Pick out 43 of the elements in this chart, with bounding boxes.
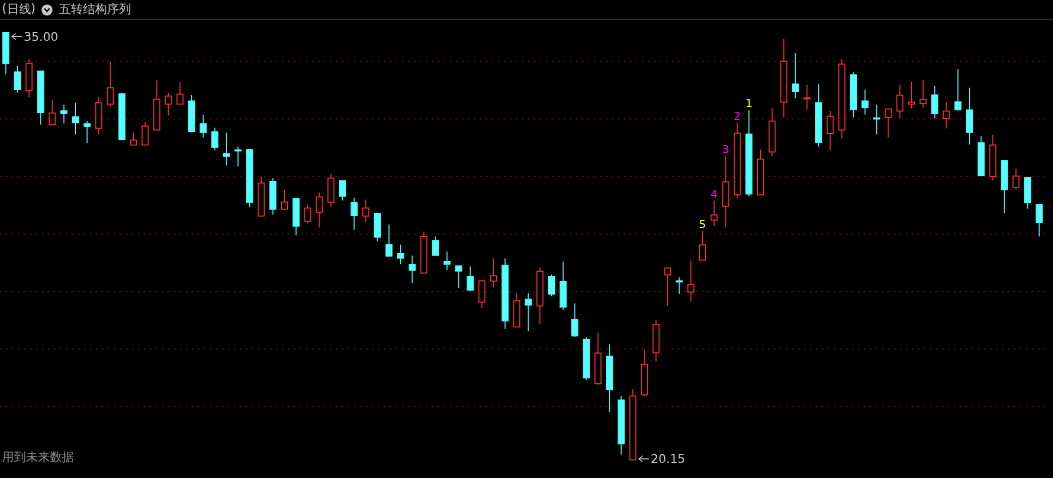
candlestick bbox=[640, 349, 648, 396]
annotation: 2 bbox=[733, 109, 741, 123]
candlestick bbox=[919, 79, 927, 109]
candlestick bbox=[733, 122, 741, 199]
candlestick bbox=[896, 84, 904, 120]
candlestick bbox=[269, 177, 277, 216]
candlestick bbox=[873, 104, 881, 135]
candlestick bbox=[722, 155, 730, 228]
candlestick bbox=[25, 58, 33, 99]
candlestick bbox=[536, 266, 544, 325]
candlestick bbox=[594, 331, 602, 385]
candlestick bbox=[966, 87, 974, 145]
candlestick bbox=[501, 257, 509, 330]
chart-title: (日线) bbox=[2, 1, 36, 18]
candlestick bbox=[710, 200, 718, 227]
candlestick bbox=[524, 292, 532, 332]
annotation: 20.15 bbox=[650, 451, 686, 466]
candlestick bbox=[83, 120, 91, 144]
candlestick bbox=[861, 89, 869, 116]
annotation: 1 bbox=[745, 97, 753, 111]
candlestick bbox=[327, 173, 335, 208]
candlestick bbox=[803, 84, 811, 111]
candlestick bbox=[571, 302, 579, 337]
annotation: 35.00 bbox=[23, 29, 59, 44]
candlestick bbox=[815, 83, 823, 148]
candlestick bbox=[71, 102, 79, 135]
candlestick bbox=[826, 110, 834, 151]
candlestick bbox=[745, 109, 753, 197]
candlestick bbox=[60, 104, 68, 124]
candlestick bbox=[234, 146, 242, 167]
candlestick bbox=[1012, 168, 1020, 191]
annotation: 5 bbox=[698, 218, 706, 232]
annotation: 用到未来数据 bbox=[2, 449, 74, 466]
candlestick bbox=[652, 319, 660, 363]
candlestick bbox=[780, 38, 788, 118]
candlestick bbox=[687, 259, 695, 302]
candlestick bbox=[443, 251, 451, 271]
candlestick bbox=[606, 343, 614, 413]
candlestick bbox=[954, 68, 962, 111]
chart-subtitle: 五转结构序列 bbox=[59, 1, 132, 18]
annotation: 3 bbox=[722, 142, 730, 156]
candlestick bbox=[675, 276, 683, 295]
annotation: 4 bbox=[710, 187, 718, 201]
